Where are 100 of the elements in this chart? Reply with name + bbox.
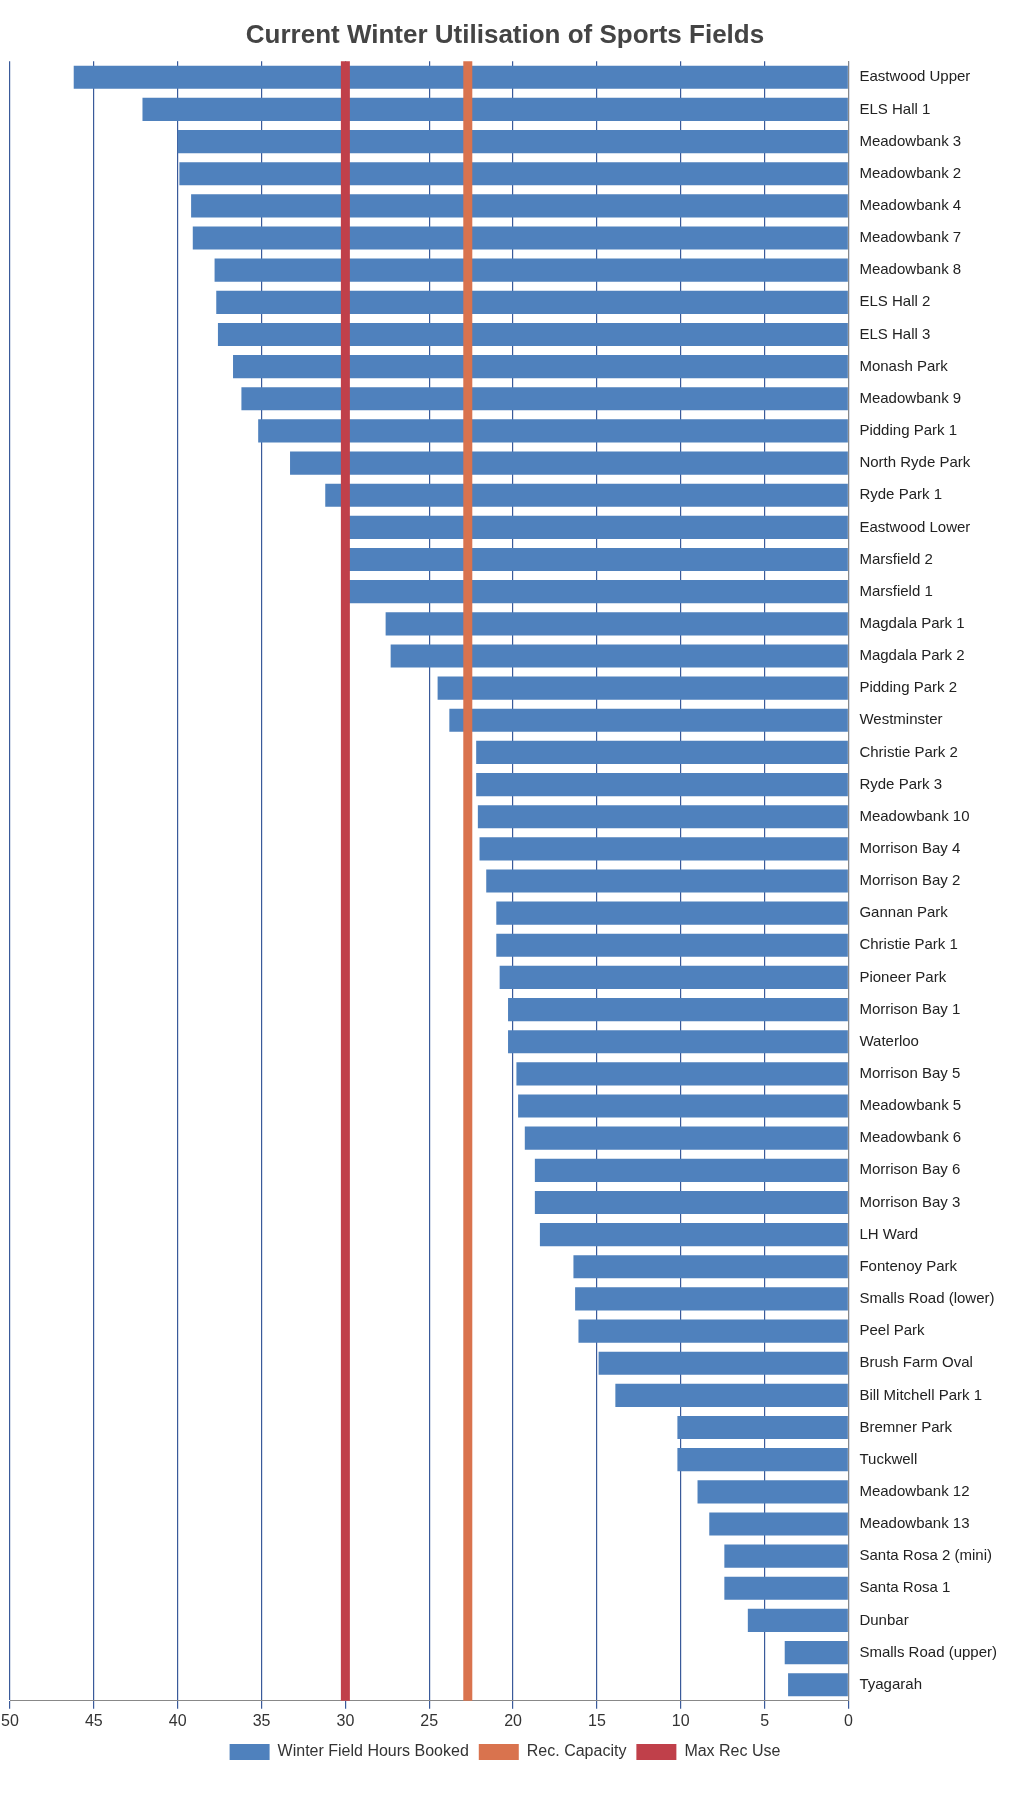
bar [496, 933, 848, 957]
bar [575, 1287, 848, 1311]
y-tick-label: Waterloo [859, 1031, 919, 1049]
y-tick-label: Meadowbank 6 [859, 1128, 962, 1146]
bar [784, 1641, 848, 1665]
bar [214, 258, 848, 282]
y-tick-label: Morrison Bay 5 [859, 1064, 961, 1082]
bar [697, 1480, 848, 1504]
y-tick-label: Brush Farm Oval [859, 1353, 973, 1371]
y-tick-label: Tuckwell [859, 1449, 918, 1467]
bar [479, 837, 848, 861]
bar [508, 998, 848, 1022]
y-tick-label: Dunbar [859, 1610, 909, 1628]
bar [290, 451, 848, 475]
x-tick-label: 40 [168, 1711, 187, 1729]
bar [192, 226, 848, 250]
y-tick-label: LH Ward [859, 1224, 919, 1242]
bar [709, 1512, 848, 1536]
x-tick-label: 15 [588, 1711, 606, 1729]
bar [524, 1126, 848, 1150]
y-tick-label: Morrison Bay 1 [859, 999, 961, 1017]
bar [788, 1673, 848, 1697]
y-tick-label: Pidding Park 1 [859, 421, 958, 439]
y-tick-label: Peel Park [859, 1321, 925, 1339]
bar [499, 965, 848, 990]
y-tick-label: Morrison Bay 6 [859, 1160, 961, 1178]
chart-title: Current Winter Utilisation of Sports Fields [245, 18, 765, 49]
y-tick-label: ELS Hall 3 [859, 324, 931, 342]
bar [598, 1351, 848, 1375]
bar [534, 1190, 848, 1215]
bar [476, 772, 848, 797]
x-tick-label: 25 [420, 1711, 439, 1729]
bar [573, 1255, 848, 1279]
y-tick-label: Meadowbank 12 [859, 1481, 970, 1499]
bar [534, 1158, 848, 1182]
bar [216, 290, 848, 314]
x-tick-label: 45 [84, 1711, 103, 1729]
bar [385, 612, 848, 636]
bar [437, 676, 848, 700]
y-tick-label: Morrison Bay 4 [859, 838, 961, 856]
y-tick-label: Santa Rosa 2 (mini) [859, 1546, 993, 1564]
y-tick-label: Eastwood Lower [859, 517, 971, 535]
bar [390, 644, 848, 668]
y-tick-label: Eastwood Upper [859, 67, 971, 85]
x-tick-label: 35 [252, 1711, 271, 1729]
bar [615, 1383, 848, 1407]
x-tick-label: 50 [1, 1711, 19, 1729]
y-tick-label: Ryde Park 3 [859, 774, 942, 792]
y-tick-label: Bill Mitchell Park 1 [859, 1385, 982, 1403]
bar [179, 162, 848, 186]
y-tick-label: Meadowbank 4 [859, 196, 962, 214]
y-tick-label: Tyagarah [859, 1674, 922, 1692]
legend-label: Winter Field Hours Booked [277, 1742, 469, 1760]
bar [578, 1319, 848, 1343]
y-tick-label: Meadowbank 10 [859, 806, 970, 824]
y-tick-label: Smalls Road (lower) [859, 1289, 995, 1307]
x-tick-label: 30 [336, 1711, 355, 1729]
y-tick-label: Smalls Road (upper) [859, 1642, 998, 1660]
bar [476, 740, 848, 764]
y-tick-label: Christie Park 2 [859, 742, 958, 760]
bar [496, 901, 848, 925]
bar [677, 1415, 848, 1440]
y-tick-label: Magdala Park 2 [859, 646, 965, 664]
y-tick-label: ELS Hall 2 [859, 292, 931, 310]
y-tick-label: ELS Hall 1 [859, 99, 931, 117]
bar [73, 65, 848, 89]
y-tick-label: Ryde Park 1 [859, 485, 942, 503]
y-tick-label: Monash Park [859, 356, 949, 374]
bar [518, 1094, 848, 1118]
y-tick-label: Meadowbank 8 [859, 260, 962, 278]
bar [516, 1062, 848, 1086]
y-tick-label: Meadowbank 7 [859, 228, 962, 246]
bar [508, 1030, 848, 1054]
y-tick-label: Meadowbank 2 [859, 163, 962, 181]
bar [348, 515, 848, 539]
bar [142, 97, 848, 121]
x-tick-label: 10 [671, 1711, 690, 1729]
y-tick-label: Morrison Bay 2 [859, 871, 961, 889]
bar [747, 1608, 848, 1632]
y-tick-label: Meadowbank 5 [859, 1096, 962, 1114]
bar [477, 805, 848, 829]
bar [217, 322, 848, 347]
y-tick-label: Magdala Park 1 [859, 613, 965, 631]
bar [191, 194, 848, 218]
y-tick-label: Pidding Park 2 [859, 678, 958, 696]
y-tick-label: Santa Rosa 1 [859, 1578, 951, 1596]
bar [233, 355, 848, 379]
bar [348, 547, 848, 572]
bar [258, 419, 848, 443]
y-tick-label: Bremner Park [859, 1417, 953, 1435]
bar [724, 1544, 848, 1568]
y-tick-label: Fontenoy Park [859, 1256, 958, 1274]
y-tick-label: Pioneer Park [859, 967, 947, 985]
bar [486, 869, 848, 893]
bar [539, 1223, 848, 1247]
x-tick-label: 0 [843, 1711, 853, 1729]
y-tick-label: Marsfield 2 [859, 549, 933, 567]
bar [348, 580, 848, 604]
y-tick-label: Meadowbank 13 [859, 1514, 970, 1532]
bar [724, 1576, 848, 1600]
